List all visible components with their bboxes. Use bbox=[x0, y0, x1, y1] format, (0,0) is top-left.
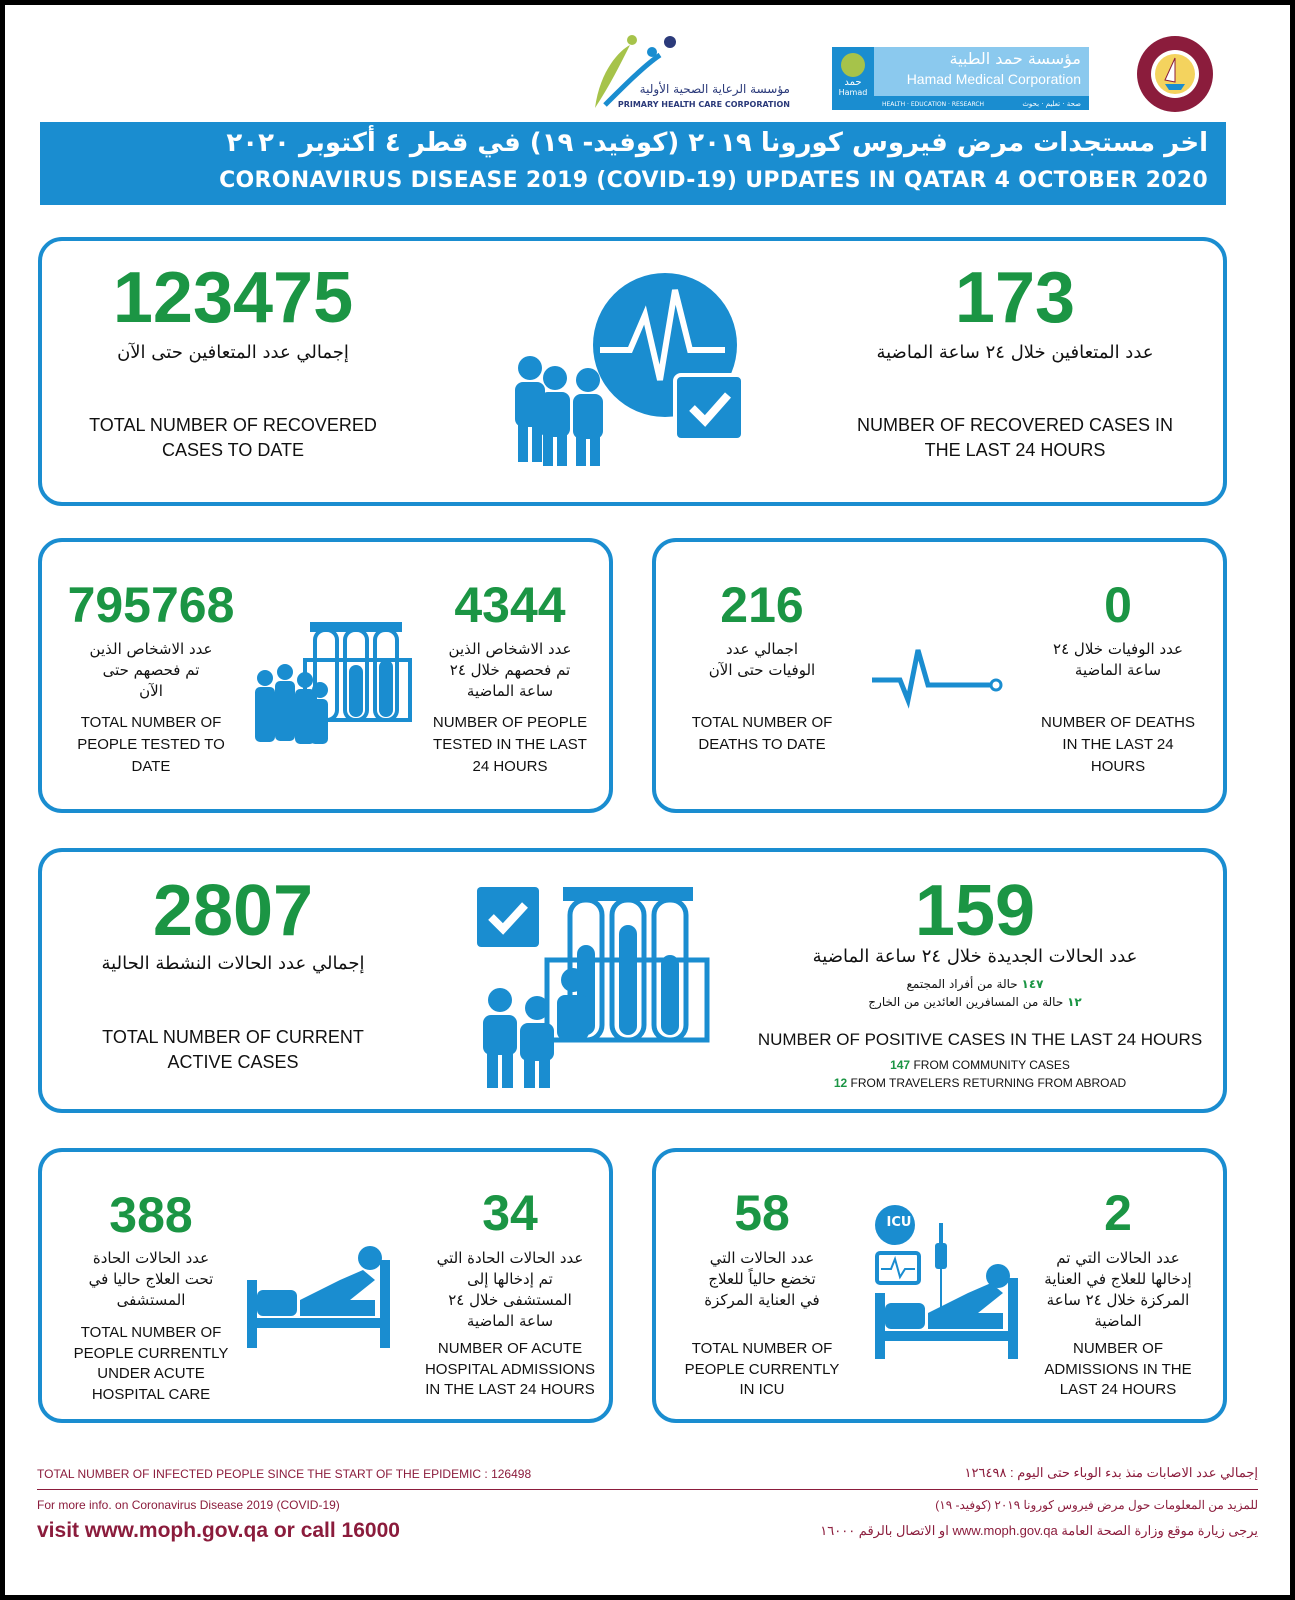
community-label-ar: حالة من أفراد المجتمع bbox=[906, 977, 1022, 991]
phcc-logo: مؤسسة الرعاية الصحية الأولية PRIMARY HEA… bbox=[590, 30, 800, 115]
hmc-short-ar: حمد bbox=[844, 77, 862, 88]
community-label-en: FROM COMMUNITY CASES bbox=[910, 1058, 1070, 1072]
moph-seal-logo bbox=[1135, 30, 1215, 115]
deaths-total-ar: اجمالي عدد الوفيات حتى الآن bbox=[708, 640, 816, 679]
tests-24h-value: 4344 bbox=[454, 577, 566, 633]
tests-total-value: 795768 bbox=[67, 577, 235, 633]
icu-24h-ar: عدد الحالات التي تم إدخالها للعلاج في ال… bbox=[1044, 1249, 1192, 1330]
total-infected-en: TOTAL NUMBER OF INFECTED PEOPLE SINCE TH… bbox=[37, 1467, 532, 1481]
tests-total-ar: عدد الاشخاص الذين تم فحصهم حتى الآن bbox=[89, 640, 213, 700]
travelers-count-en: 12 bbox=[833, 1076, 848, 1090]
hospital-card bbox=[38, 1148, 613, 1423]
people-test-tubes-icon bbox=[255, 622, 412, 744]
active-total-value: 2807 bbox=[152, 871, 314, 951]
recovered-24h-ar: عدد المتعافين خلال ٢٤ ساعة الماضية bbox=[876, 342, 1154, 363]
hospital-total-ar: عدد الحالات الحادة تحت العلاج حاليا في ا… bbox=[88, 1249, 214, 1309]
new-cases-ar-community: ١٤٧ حالة من أفراد المجتمع bbox=[775, 975, 1175, 993]
recovered-total-en: TOTAL NUMBER OF RECOVERED CASES TO DATE bbox=[89, 415, 377, 460]
hmc-tagline: HEALTH · EDUCATION · RESEARCH bbox=[882, 101, 985, 108]
new-cases-en-travelers: 12 FROM TRAVELERS RETURNING FROM ABROAD bbox=[745, 1074, 1215, 1092]
icu-total-en: TOTAL NUMBER OF PEOPLE CURRENTLY IN ICU bbox=[684, 1340, 840, 1398]
hospital-24h-value: 34 bbox=[482, 1185, 538, 1241]
new-cases-en: NUMBER OF POSITIVE CASES IN THE LAST 24 … bbox=[757, 1030, 1203, 1049]
recovered-24h-en: NUMBER OF RECOVERED CASES IN THE LAST 24… bbox=[856, 415, 1174, 460]
recovered-24h-value: 173 bbox=[954, 258, 1076, 338]
new-cases-en-community: 147 FROM COMMUNITY CASES bbox=[745, 1056, 1215, 1074]
more-info-en: For more info. on Coronavirus Disease 20… bbox=[37, 1498, 340, 1512]
hospital-24h-ar: عدد الحالات الحادة التي تم إدخالها إلى ا… bbox=[436, 1249, 584, 1330]
flatline-icon bbox=[872, 649, 1003, 709]
deaths-total-value: 216 bbox=[720, 577, 804, 633]
travelers-count-ar: ١٢ bbox=[1067, 995, 1082, 1009]
new-cases-ar-travelers: ١٢ حالة من المسافرين العائدين من الخارج bbox=[775, 993, 1175, 1011]
title-ar: اخر مستجدات مرض فيروس كورونا ٢٠١٩ (كوفيد… bbox=[226, 128, 1208, 158]
infographic-page: مؤسسة الرعاية الصحية الأولية PRIMARY HEA… bbox=[5, 5, 1290, 1595]
new-cases-ar: عدد الحالات الجديدة خلال ٢٤ ساعة الماضية bbox=[812, 946, 1138, 967]
deaths-24h-ar: عدد الوفيات خلال ٢٤ ساعة الماضية bbox=[1053, 640, 1183, 679]
community-count-en: 147 bbox=[890, 1058, 911, 1072]
icu-total-value: 58 bbox=[734, 1185, 790, 1241]
phcc-name-en: PRIMARY HEALTH CARE CORPORATION bbox=[617, 100, 790, 109]
hmc-name-ar: مؤسسة حمد الطبية bbox=[949, 49, 1081, 68]
tests-24h-ar: عدد الاشخاص الذين تم فحصهم خلال ٢٤ ساعة … bbox=[448, 640, 572, 700]
hmc-tagline-ar: صحة · تعليم · بحوث bbox=[1022, 100, 1081, 108]
icu-card bbox=[652, 1148, 1227, 1423]
hospital-total-en: TOTAL NUMBER OF PEOPLE CURRENTLY UNDER A… bbox=[73, 1324, 229, 1403]
hmc-logo: حمد Hamad مؤسسة حمد الطبية Hamad Medical… bbox=[832, 47, 1089, 110]
recovered-total-value: 123475 bbox=[112, 258, 354, 338]
hospital-total-value: 388 bbox=[109, 1187, 193, 1243]
people-test-tubes-check-icon bbox=[477, 887, 710, 1088]
deaths-card bbox=[652, 538, 1227, 813]
hmc-name-en: Hamad Medical Corporation bbox=[906, 71, 1081, 87]
recovered-people-heartbeat-check-icon bbox=[515, 273, 745, 466]
icu-24h-value: 2 bbox=[1104, 1185, 1132, 1241]
tests-24h-en: NUMBER OF PEOPLE TESTED IN THE LAST 24 H… bbox=[432, 714, 588, 775]
new-cases-value: 159 bbox=[914, 871, 1036, 951]
active-total-en: TOTAL NUMBER OF CURRENT ACTIVE CASES bbox=[102, 1027, 364, 1072]
tests-card bbox=[38, 538, 613, 813]
title-banner: اخر مستجدات مرض فيروس كورونا ٢٠١٩ (كوفيد… bbox=[40, 122, 1226, 205]
tests-total-en: TOTAL NUMBER OF PEOPLE TESTED TO DATE bbox=[77, 714, 225, 775]
active-cases-card bbox=[38, 848, 1227, 1113]
phcc-name-ar: مؤسسة الرعاية الصحية الأولية bbox=[639, 82, 790, 96]
footer-divider bbox=[37, 1489, 1258, 1490]
icu-bed-monitor-icon bbox=[875, 1205, 1018, 1359]
travelers-label-en: FROM TRAVELERS RETURNING FROM ABROAD bbox=[847, 1076, 1127, 1090]
deaths-24h-value: 0 bbox=[1104, 577, 1132, 633]
deaths-total-en: TOTAL NUMBER OF DEATHS TO DATE bbox=[691, 714, 833, 753]
title-en: CORONAVIRUS DISEASE 2019 (COVID-19) UPDA… bbox=[219, 168, 1208, 193]
visit-link-ar[interactable]: يرجى زيارة موقع وزارة الصحة العامة www.m… bbox=[820, 1523, 1258, 1538]
icu-24h-en: NUMBER OF ADMISSIONS IN THE LAST 24 HOUR… bbox=[1044, 1340, 1192, 1398]
active-total-ar: إجمالي عدد الحالات النشطة الحالية bbox=[101, 953, 365, 974]
hospital-24h-en: NUMBER OF ACUTE HOSPITAL ADMISSIONS IN T… bbox=[424, 1340, 596, 1398]
deaths-24h-en: NUMBER OF DEATHS IN THE LAST 24 HOURS bbox=[1041, 714, 1195, 775]
recovered-total-ar: إجمالي عدد المتعافين حتى الآن bbox=[117, 342, 349, 363]
icu-label: ICU bbox=[886, 1215, 912, 1230]
travelers-label-ar: حالة من المسافرين العائدين من الخارج bbox=[868, 995, 1068, 1009]
hmc-short: Hamad bbox=[838, 88, 868, 97]
community-count-ar: ١٤٧ bbox=[1021, 977, 1044, 991]
hospital-bed-icon bbox=[247, 1246, 390, 1348]
total-infected-ar: إجمالي عدد الاصابات منذ بدء الوباء حتى ا… bbox=[964, 1465, 1258, 1480]
recovered-card bbox=[38, 237, 1227, 506]
icu-total-ar: عدد الحالات التي تخضع حالياً للعلاج في ا… bbox=[704, 1249, 820, 1309]
more-info-ar: للمزيد من المعلومات حول مرض فيروس كورونا… bbox=[935, 1498, 1258, 1512]
visit-link-en[interactable]: visit www.moph.gov.qa or call 16000 bbox=[37, 1519, 400, 1542]
